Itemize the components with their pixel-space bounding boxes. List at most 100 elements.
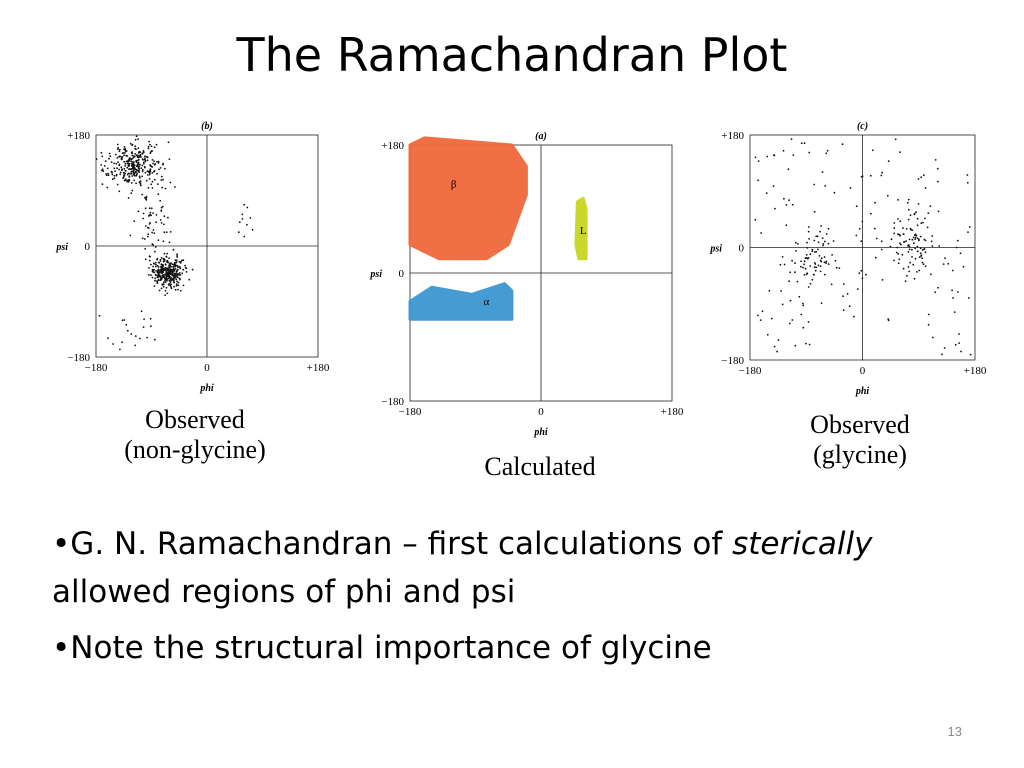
data-point (156, 280, 158, 282)
data-point (916, 245, 919, 248)
data-point (907, 218, 910, 221)
data-point (772, 185, 775, 187)
data-point (127, 172, 130, 175)
bullet-text: G. N. Ramachandran – first calculations … (70, 526, 733, 562)
data-point (902, 233, 905, 235)
data-point (165, 255, 168, 258)
data-point (148, 223, 151, 225)
data-point (104, 160, 107, 163)
data-point (152, 162, 154, 165)
data-point (159, 199, 162, 202)
data-point (143, 318, 145, 320)
data-point (101, 155, 104, 158)
data-point (148, 274, 150, 276)
data-point (147, 147, 150, 150)
data-point (174, 288, 177, 291)
data-point (173, 277, 175, 279)
data-point (120, 156, 123, 159)
data-point (817, 241, 820, 244)
data-point (931, 235, 934, 237)
data-point (179, 290, 182, 292)
data-point (759, 319, 762, 321)
data-point (820, 302, 823, 304)
data-point (142, 159, 144, 161)
data-point (131, 189, 134, 192)
data-point (907, 208, 910, 211)
data-point (117, 161, 119, 164)
data-point (172, 267, 175, 270)
data-point (159, 258, 162, 261)
data-point (164, 281, 167, 283)
data-point (126, 155, 129, 157)
data-point (822, 244, 824, 247)
data-point (827, 242, 830, 245)
data-point (167, 261, 170, 264)
data-point (149, 143, 151, 146)
data-point (130, 171, 133, 173)
data-point (922, 248, 925, 251)
caption-line: (non-glycine) (124, 435, 266, 464)
data-point (803, 263, 805, 266)
data-point (860, 240, 863, 243)
data-point (781, 303, 784, 306)
data-point (146, 170, 149, 173)
data-point (181, 259, 183, 262)
data-point (117, 148, 119, 151)
data-point (167, 273, 169, 276)
data-point (757, 160, 760, 162)
data-point (173, 262, 176, 264)
data-point (170, 279, 173, 281)
data-point (917, 178, 920, 180)
data-point (914, 236, 917, 239)
data-point (958, 342, 960, 344)
data-point (172, 265, 174, 268)
data-point (160, 175, 163, 178)
data-point (809, 253, 812, 256)
data-point (126, 329, 129, 332)
data-point (792, 154, 795, 156)
data-point (147, 235, 149, 238)
data-point (957, 239, 959, 242)
data-point (137, 210, 140, 213)
data-point (158, 275, 161, 277)
data-point (136, 169, 138, 172)
x-tick-label: 0 (204, 362, 210, 374)
data-point (168, 257, 170, 259)
data-point (802, 302, 804, 305)
data-point (134, 344, 136, 347)
data-point (911, 256, 913, 258)
data-point (803, 142, 806, 145)
data-point (953, 311, 956, 313)
bullet-item: •G. N. Ramachandran – first calculations… (52, 520, 972, 616)
data-point (807, 321, 810, 323)
x-axis-label: phi (199, 383, 214, 394)
data-point (119, 173, 122, 176)
data-point (175, 285, 178, 287)
data-point (969, 353, 972, 356)
data-point (808, 238, 810, 240)
data-point (827, 227, 830, 230)
data-point (157, 160, 160, 163)
data-point (143, 238, 146, 240)
data-point (817, 248, 819, 251)
panel-label: (a) (535, 131, 547, 142)
data-point (819, 265, 822, 267)
data-point (169, 181, 172, 184)
data-point (899, 151, 901, 154)
data-point (942, 263, 945, 265)
data-point (833, 191, 836, 194)
data-point (128, 164, 131, 167)
data-point (111, 178, 114, 181)
data-point (151, 159, 154, 161)
data-point (164, 167, 166, 170)
data-point (109, 155, 112, 158)
data-point (920, 255, 922, 257)
data-point (133, 220, 136, 222)
data-point (908, 248, 911, 251)
data-point (959, 252, 962, 255)
data-point (790, 138, 793, 140)
data-point (903, 241, 906, 243)
data-point (151, 187, 154, 189)
data-point (138, 181, 141, 184)
data-point (826, 149, 829, 152)
